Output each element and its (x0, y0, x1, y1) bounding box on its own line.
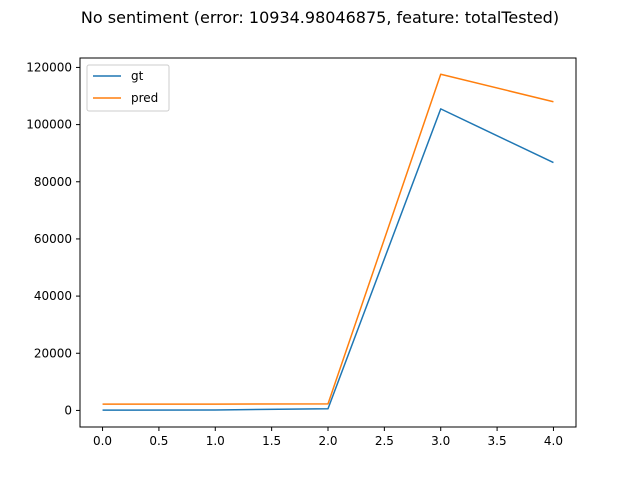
y-tick-label: 20000 (34, 346, 72, 360)
legend: gt pred (86, 64, 170, 112)
x-tick-label: 3.0 (431, 434, 450, 448)
y-tick-label: 120000 (26, 60, 72, 74)
legend-label-pred: pred (131, 91, 158, 105)
x-tick-label: 2.0 (318, 434, 337, 448)
plot-area-frame (79, 57, 577, 428)
x-tick-label: 3.5 (488, 434, 507, 448)
series-line-pred (102, 73, 554, 405)
legend-label-gt: gt (131, 69, 144, 83)
x-tick-label: 1.0 (206, 434, 225, 448)
y-tick-label: 0 (64, 403, 72, 417)
x-tick-label: 4.0 (544, 434, 563, 448)
series-line-gt (102, 108, 554, 411)
y-tick-label: 80000 (34, 175, 72, 189)
x-tick-label: 0.5 (149, 434, 168, 448)
x-tick-label: 1.5 (262, 434, 281, 448)
y-tick-label: 60000 (34, 232, 72, 246)
y-tick-label: 40000 (34, 289, 72, 303)
chart-title: No sentiment (error: 10934.98046875, fea… (81, 8, 559, 27)
x-tick-label: 2.5 (375, 434, 394, 448)
y-tick-label: 100000 (26, 118, 72, 132)
x-tick-label: 0.0 (93, 434, 112, 448)
